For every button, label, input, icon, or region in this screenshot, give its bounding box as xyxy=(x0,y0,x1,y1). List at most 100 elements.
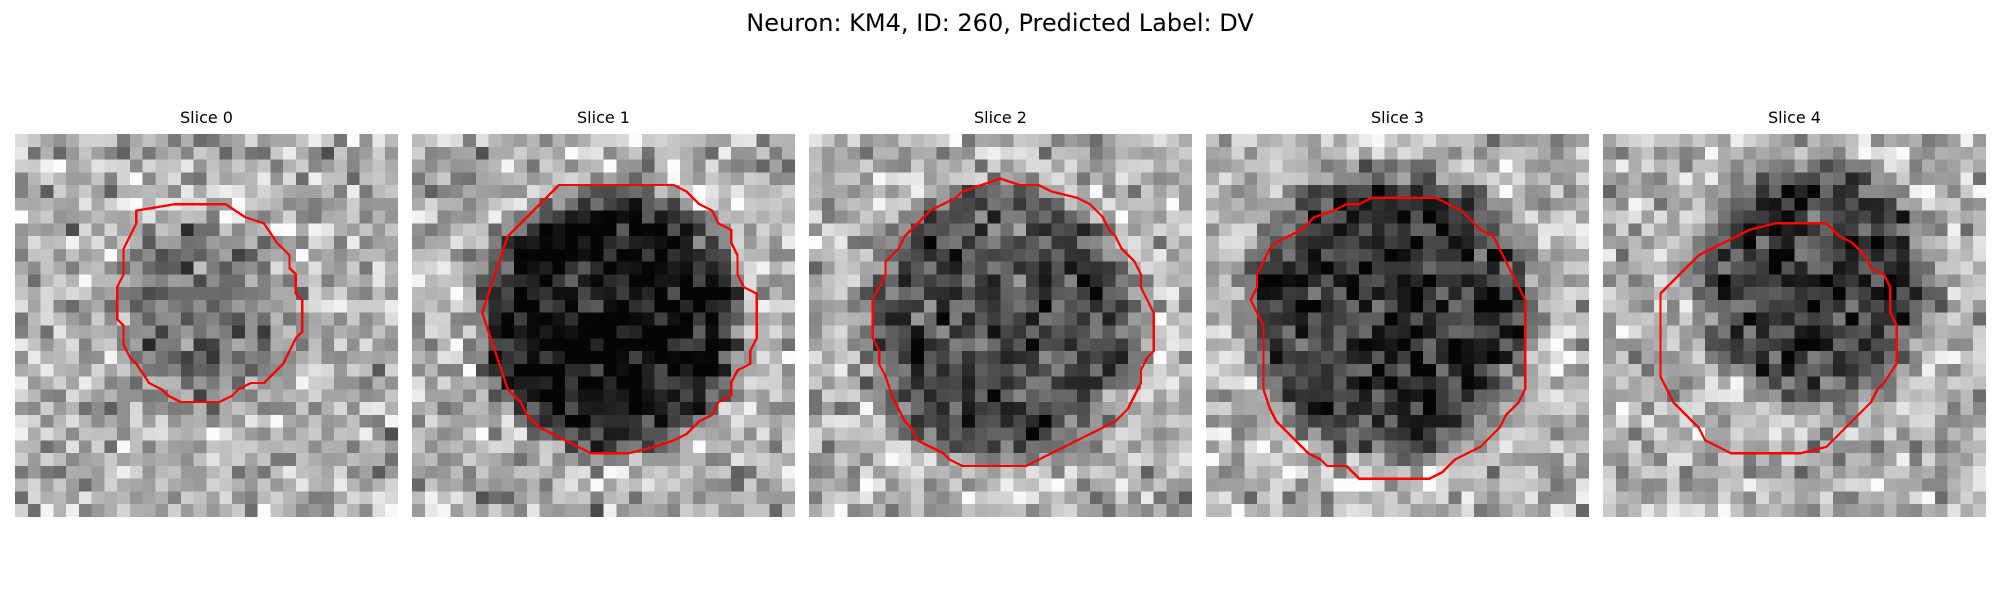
pixel xyxy=(1038,312,1052,326)
pixel xyxy=(590,146,604,160)
pixel xyxy=(1807,414,1821,428)
pixel xyxy=(424,351,438,365)
pixel xyxy=(244,325,258,339)
pixel xyxy=(1512,440,1526,454)
pixel xyxy=(1410,465,1424,479)
pixel xyxy=(450,299,464,313)
pixel xyxy=(1512,351,1526,365)
pixel xyxy=(168,210,182,224)
pixel xyxy=(743,376,757,390)
pixel xyxy=(1628,261,1642,275)
pixel xyxy=(1295,376,1309,390)
pixel xyxy=(117,465,131,479)
pixel xyxy=(1909,363,1923,377)
pixel xyxy=(321,504,335,517)
pixel xyxy=(66,478,80,492)
pixel xyxy=(911,389,925,403)
pixel xyxy=(40,172,54,186)
pixel xyxy=(654,491,668,505)
pixel xyxy=(78,376,92,390)
slice-title-1: Slice 1 xyxy=(577,108,630,127)
pixel xyxy=(1089,440,1103,454)
pixel xyxy=(168,453,182,467)
pixel xyxy=(295,134,309,148)
pixel xyxy=(1166,146,1180,160)
pixel xyxy=(463,146,477,160)
pixel xyxy=(834,478,848,492)
pixel xyxy=(450,210,464,224)
pixel xyxy=(641,453,655,467)
pixel xyxy=(53,465,67,479)
pixel xyxy=(1550,478,1564,492)
pixel xyxy=(1628,236,1642,250)
pixel xyxy=(180,159,194,173)
pixel xyxy=(1537,236,1551,250)
pixel xyxy=(667,134,681,148)
pixel xyxy=(1781,351,1795,365)
pixel xyxy=(463,185,477,199)
pixel xyxy=(501,465,515,479)
pixel xyxy=(1269,185,1283,199)
pixel xyxy=(321,402,335,416)
pixel xyxy=(949,210,963,224)
pixel xyxy=(769,299,783,313)
pixel xyxy=(987,414,1001,428)
pixel xyxy=(283,146,297,160)
pixel xyxy=(923,248,937,262)
pixel xyxy=(1333,325,1347,339)
pixel xyxy=(1128,351,1142,365)
pixel xyxy=(15,172,29,186)
pixel xyxy=(359,197,373,211)
pixel xyxy=(206,414,220,428)
pixel xyxy=(1244,427,1258,441)
pixel xyxy=(1038,146,1052,160)
pixel xyxy=(565,478,579,492)
pixel xyxy=(1026,223,1040,237)
pixel xyxy=(1320,248,1334,262)
pixel xyxy=(308,261,322,275)
pixel xyxy=(488,248,502,262)
pixel xyxy=(1448,261,1462,275)
pixel xyxy=(1153,185,1167,199)
pixel xyxy=(385,159,398,173)
pixel xyxy=(104,389,118,403)
pixel xyxy=(552,440,566,454)
pixel xyxy=(1295,299,1309,313)
pixel xyxy=(1794,312,1808,326)
pixel xyxy=(782,287,795,301)
pixel xyxy=(1448,414,1462,428)
pixel xyxy=(346,312,360,326)
pixel xyxy=(270,274,284,288)
pixel xyxy=(219,478,233,492)
pixel xyxy=(923,236,937,250)
pixel xyxy=(565,287,579,301)
pixel xyxy=(1397,197,1411,211)
pixel xyxy=(923,261,937,275)
pixel xyxy=(565,210,579,224)
pixel xyxy=(692,261,706,275)
pixel xyxy=(372,261,386,275)
pixel xyxy=(1756,402,1770,416)
pixel xyxy=(1102,427,1116,441)
pixel xyxy=(1179,236,1192,250)
pixel xyxy=(1550,248,1564,262)
slice-title-2: Slice 2 xyxy=(974,108,1027,127)
pixel xyxy=(1641,376,1655,390)
pixel xyxy=(1128,325,1142,339)
pixel xyxy=(1166,287,1180,301)
pixel xyxy=(1896,134,1910,148)
pixel xyxy=(1218,248,1232,262)
pixel xyxy=(1166,440,1180,454)
pixel xyxy=(731,325,745,339)
pixel xyxy=(1512,185,1526,199)
pixel xyxy=(1397,389,1411,403)
pixel xyxy=(539,287,553,301)
pixel xyxy=(308,376,322,390)
pixel xyxy=(565,274,579,288)
pixel xyxy=(1269,465,1283,479)
pixel xyxy=(782,185,795,199)
pixel xyxy=(526,478,540,492)
pixel xyxy=(1257,274,1271,288)
pixel xyxy=(1947,197,1961,211)
pixel xyxy=(756,414,770,428)
